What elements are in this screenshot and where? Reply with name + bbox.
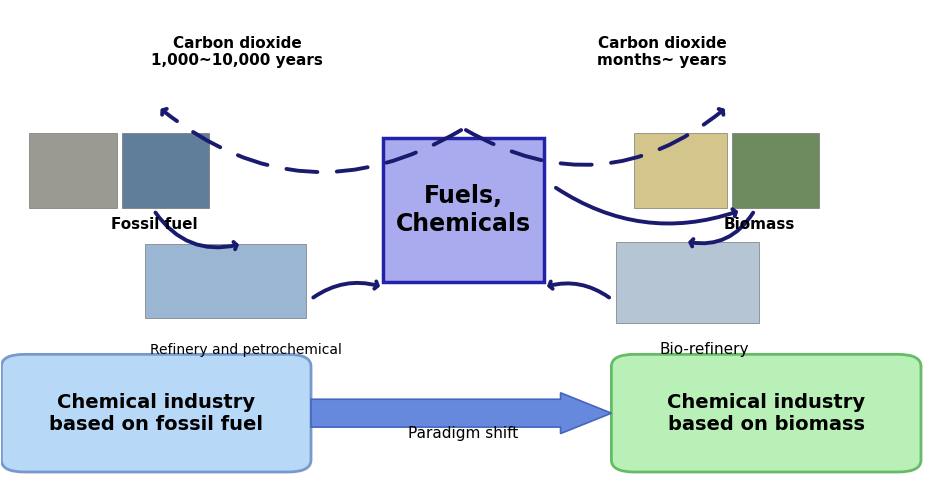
Text: Paradigm shift: Paradigm shift	[409, 426, 518, 441]
Text: Chemical industry
based on fossil fuel: Chemical industry based on fossil fuel	[49, 393, 263, 434]
FancyArrowPatch shape	[313, 282, 377, 298]
FancyBboxPatch shape	[612, 355, 921, 472]
FancyArrowPatch shape	[556, 188, 736, 224]
FancyBboxPatch shape	[29, 133, 117, 208]
Text: Bio-refinery: Bio-refinery	[659, 342, 748, 357]
FancyBboxPatch shape	[616, 242, 759, 323]
FancyArrowPatch shape	[162, 109, 461, 172]
FancyArrowPatch shape	[156, 213, 236, 249]
FancyBboxPatch shape	[1, 355, 311, 472]
FancyBboxPatch shape	[731, 133, 819, 208]
Text: Fossil fuel: Fossil fuel	[110, 217, 197, 232]
Text: Refinery and petrochemical: Refinery and petrochemical	[150, 342, 342, 356]
FancyBboxPatch shape	[121, 133, 210, 208]
Text: Biomass: Biomass	[724, 217, 795, 232]
FancyArrowPatch shape	[691, 213, 753, 246]
FancyBboxPatch shape	[634, 133, 727, 208]
Text: Carbon dioxide
1,000~10,000 years: Carbon dioxide 1,000~10,000 years	[151, 36, 323, 68]
Text: Fuels,
Chemicals: Fuels, Chemicals	[396, 185, 531, 236]
FancyArrow shape	[311, 393, 612, 434]
FancyArrowPatch shape	[466, 109, 723, 165]
FancyBboxPatch shape	[383, 138, 544, 283]
Text: Carbon dioxide
months~ years: Carbon dioxide months~ years	[597, 36, 727, 68]
FancyArrowPatch shape	[550, 282, 609, 298]
FancyBboxPatch shape	[145, 244, 307, 318]
Text: Chemical industry
based on biomass: Chemical industry based on biomass	[667, 393, 865, 434]
